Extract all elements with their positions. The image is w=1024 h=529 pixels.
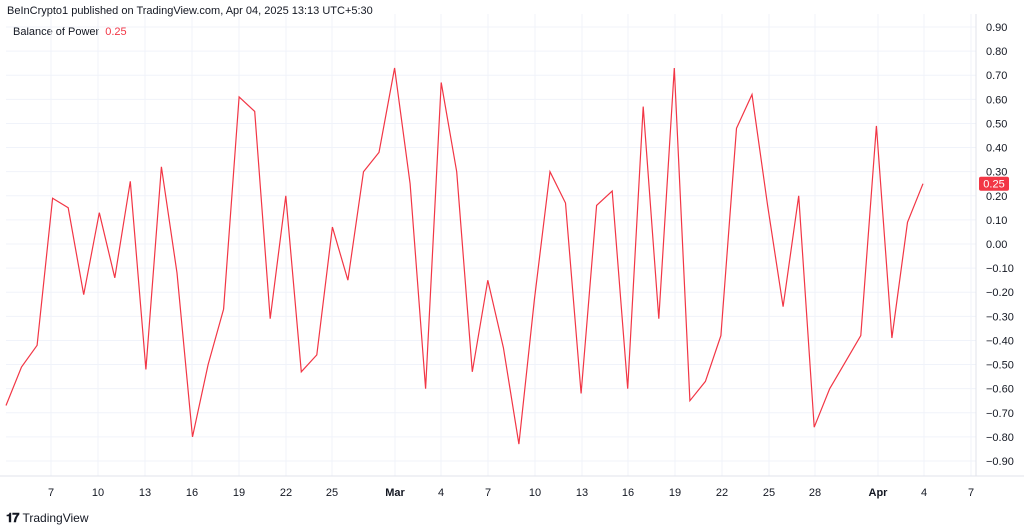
y-tick-label: 0.90	[986, 22, 1007, 34]
x-tick-label: 22	[716, 487, 728, 499]
tradingview-logo-icon: 𝟏𝟕	[6, 510, 20, 525]
x-tick-label: 16	[622, 487, 634, 499]
y-tick-label: −0.90	[986, 456, 1014, 468]
y-tick-label: 0.70	[986, 70, 1007, 82]
indicator-name: Balance of Power	[13, 26, 100, 38]
y-tick-label: 0.20	[986, 191, 1007, 203]
y-tick-label: −0.50	[986, 360, 1014, 372]
x-tick-label: 25	[326, 487, 338, 499]
x-tick-label: 7	[968, 487, 974, 499]
last-value-badge: 0.25	[979, 176, 1009, 191]
y-tick-label: −0.70	[986, 408, 1014, 420]
y-tick-label: −0.60	[986, 384, 1014, 396]
x-tick-label: 4	[438, 487, 444, 499]
y-tick-label: 0.40	[986, 143, 1007, 155]
last-value-label: 0.25	[983, 179, 1004, 191]
indicator-value: 0.25	[105, 26, 127, 38]
price-axis[interactable]: 0.90 0.80 0.70 0.60 0.50 0.40 0.30 0.20 0.10 0.00…	[986, 22, 1014, 468]
grid-lines	[6, 14, 976, 476]
x-tick-label: 19	[233, 487, 245, 499]
x-tick-label: 10	[92, 487, 104, 499]
y-tick-label: 0.30	[986, 167, 1007, 179]
y-tick-label: 0.00	[986, 239, 1007, 251]
y-tick-label: 0.80	[986, 46, 1007, 58]
y-tick-label: −0.20	[986, 287, 1014, 299]
series-line	[5, 67, 924, 445]
x-tick-label: Apr	[869, 487, 889, 499]
y-tick-label: −0.80	[986, 432, 1014, 444]
x-tick-label: 22	[280, 487, 292, 499]
x-tick-label: 4	[921, 487, 927, 499]
indicator-legend[interactable]: Balance of Power 0.25	[13, 26, 127, 38]
y-tick-label: 0.60	[986, 94, 1007, 106]
y-tick-label: 0.10	[986, 215, 1007, 227]
x-tick-label: 13	[139, 487, 151, 499]
y-tick-label: −0.30	[986, 311, 1014, 323]
y-tick-label: −0.10	[986, 263, 1014, 275]
y-tick-label: −0.40	[986, 335, 1014, 347]
x-tick-label: 28	[809, 487, 821, 499]
y-tick-label: 0.50	[986, 118, 1007, 130]
x-tick-label: 7	[48, 487, 54, 499]
x-tick-label: 19	[669, 487, 681, 499]
x-tick-label: 25	[763, 487, 775, 499]
x-tick-label: 10	[529, 487, 541, 499]
time-axis[interactable]: 7 10 13 16 19 22 25 Mar 4 7 10 13 16 19 22 25 28 Apr 4 7	[48, 487, 974, 499]
x-tick-label: Mar	[385, 487, 405, 499]
brand-name: TradingView	[22, 511, 89, 525]
tradingview-logo[interactable]: 𝟏𝟕 TradingView	[6, 510, 89, 526]
x-tick-label: 16	[186, 487, 198, 499]
x-tick-label: 13	[576, 487, 588, 499]
x-tick-label: 7	[485, 487, 491, 499]
